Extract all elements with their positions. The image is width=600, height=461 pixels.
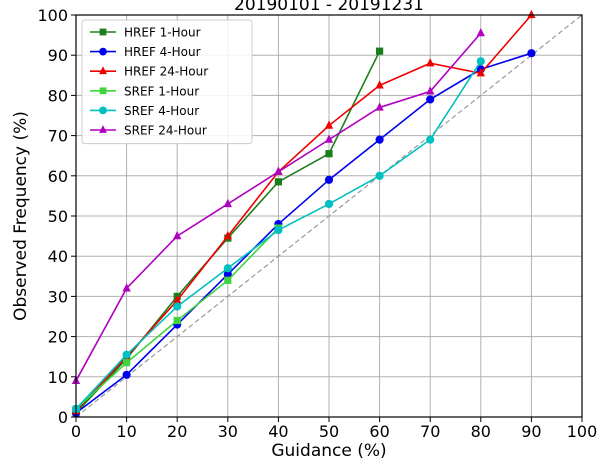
data-point — [476, 68, 485, 77]
legend-label: HREF 4-Hour — [124, 45, 201, 59]
series-line — [75, 52, 532, 414]
y-tick-label: 30 — [48, 287, 68, 306]
data-point — [527, 9, 536, 19]
x-tick-label: 40 — [268, 422, 288, 441]
data-point — [122, 283, 131, 292]
legend-label: SREF 1-Hour — [124, 84, 199, 98]
x-tick-label: 80 — [471, 422, 491, 441]
data-point — [426, 86, 435, 95]
y-tick-label: 80 — [48, 86, 68, 105]
x-tick-label: 60 — [369, 422, 389, 441]
data-point — [122, 370, 131, 379]
data-point — [274, 166, 283, 175]
series-line — [75, 14, 533, 412]
chart-title: 20190101 - 20191231 — [234, 0, 424, 15]
legend-item: HREF 4-Hour — [90, 45, 201, 59]
data-point — [324, 199, 334, 209]
x-axis-ticks: 0 10 20 30 40 50 60 70 80 90 100 — [71, 417, 597, 441]
y-tick-label: 40 — [48, 247, 68, 266]
data-point — [223, 264, 232, 273]
legend-item: HREF 1-Hour — [90, 26, 201, 40]
legend-swatch-marker — [99, 87, 107, 95]
data-point — [274, 178, 282, 186]
legend-item: SREF 24-Hour — [90, 124, 207, 138]
y-axis-ticks: 0 10 20 30 40 50 60 70 80 90 100 — [37, 6, 76, 427]
x-tick-label: 70 — [420, 422, 440, 441]
legend-swatch-marker — [99, 47, 107, 56]
perfect-reliability-line — [75, 14, 583, 418]
x-tick-label: 30 — [218, 422, 238, 441]
x-tick-label: 50 — [319, 422, 339, 441]
data-point — [324, 120, 334, 129]
data-point — [123, 359, 131, 367]
legend-label: SREF 4-Hour — [124, 104, 199, 118]
data-point — [224, 276, 232, 284]
legend-item: SREF 4-Hour — [90, 104, 199, 118]
reference-line — [75, 14, 583, 418]
data-point — [426, 58, 435, 67]
legend-label: HREF 1-Hour — [124, 26, 201, 40]
legend: HREF 1-Hour HREF 4-Hour HREF 24-Hour SREF 1… — [81, 19, 253, 145]
y-tick-label: 20 — [48, 328, 68, 347]
legend-swatch-marker — [99, 66, 107, 75]
x-tick-label: 100 — [567, 422, 598, 441]
y-tick-label: 70 — [48, 127, 68, 146]
data-point — [324, 134, 334, 143]
legend-label: SREF 24-Hour — [124, 124, 207, 138]
series-sref-4-hour — [71, 57, 485, 414]
x-tick-label: 20 — [167, 422, 187, 441]
data-point — [527, 49, 536, 58]
data-point — [376, 47, 384, 55]
data-point — [325, 150, 333, 158]
data-point — [375, 135, 384, 144]
data-point — [375, 171, 384, 180]
data-point — [274, 225, 283, 235]
x-axis-title: Guidance (%) — [271, 441, 386, 461]
data-point — [476, 57, 485, 66]
legend-box — [81, 19, 253, 145]
data-point — [223, 270, 232, 279]
y-tick-label: 90 — [48, 46, 68, 65]
legend-label: HREF 24-Hour — [124, 65, 208, 79]
data-point — [173, 295, 182, 304]
data-point — [426, 135, 435, 144]
legend-swatch-marker — [99, 125, 107, 133]
series-layer — [71, 9, 536, 418]
series-sref-24-hour — [71, 27, 485, 384]
x-tick-label: 10 — [116, 422, 136, 441]
x-tick-label: 90 — [521, 422, 541, 441]
data-point — [324, 175, 334, 184]
data-point — [426, 95, 435, 104]
data-point — [122, 350, 131, 359]
data-point — [223, 230, 232, 240]
legend-swatch-marker — [99, 106, 107, 115]
y-tick-label: 50 — [48, 207, 68, 226]
y-axis-title: Observed Frequency (%) — [11, 111, 31, 321]
legend-item: HREF 24-Hour — [90, 65, 208, 79]
legend-item: SREF 1-Hour — [90, 84, 199, 98]
data-point — [375, 80, 384, 89]
data-point — [173, 302, 182, 311]
data-point — [173, 316, 181, 325]
data-point — [173, 230, 182, 240]
y-tick-label: 100 — [37, 6, 68, 25]
x-tick-label: 0 — [71, 422, 81, 441]
y-tick-label: 60 — [48, 167, 68, 186]
data-point — [375, 102, 384, 111]
data-point — [476, 27, 485, 37]
y-tick-label: 0 — [58, 408, 68, 427]
data-point — [223, 198, 232, 208]
legend-swatch-marker — [99, 28, 107, 36]
y-tick-label: 10 — [48, 368, 68, 387]
